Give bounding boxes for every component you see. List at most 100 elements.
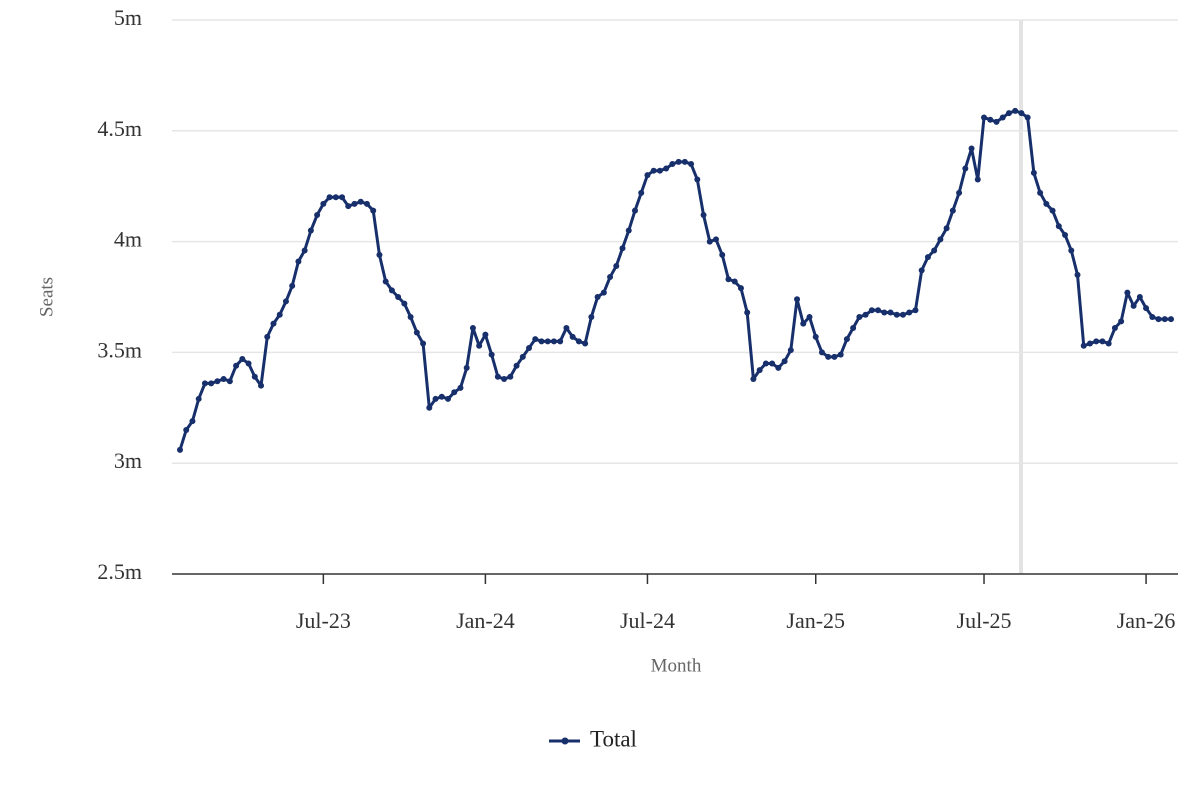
data-point [469, 325, 476, 332]
data-point [962, 165, 969, 172]
legend-label: Total [590, 726, 637, 751]
data-point [731, 278, 738, 285]
data-point [924, 254, 931, 261]
data-point [588, 313, 595, 320]
data-point [725, 276, 732, 283]
data-point [1168, 316, 1174, 323]
data-point [750, 375, 757, 382]
data-point [993, 118, 1000, 125]
data-point [737, 285, 744, 292]
data-point [974, 176, 981, 183]
data-point [631, 207, 638, 214]
data-point [488, 351, 495, 358]
y-tick-label: 2.5m [97, 559, 142, 584]
data-point [981, 114, 988, 121]
data-point [868, 307, 875, 314]
data-point [1161, 316, 1168, 323]
y-tick-label: 3.5m [97, 337, 142, 362]
series-line [178, 109, 1171, 451]
data-point [201, 380, 208, 387]
data-point [1130, 302, 1137, 309]
data-point [544, 338, 551, 345]
data-point [438, 393, 445, 400]
data-point [744, 309, 751, 316]
data-point [694, 176, 701, 183]
data-point [1136, 294, 1143, 300]
x-tick-label: Jan-26 [1117, 608, 1176, 633]
data-point [762, 360, 769, 367]
data-point [388, 287, 395, 294]
data-point [769, 360, 776, 367]
y-tick-label: 4m [114, 227, 142, 252]
data-point [794, 296, 801, 303]
data-point [339, 194, 346, 201]
data-point [875, 307, 882, 314]
data-point [1155, 316, 1162, 323]
data-point [837, 351, 844, 358]
data-point [314, 212, 321, 219]
data-point [650, 167, 657, 174]
data-point [943, 225, 950, 232]
data-point [258, 382, 265, 389]
data-point [937, 236, 944, 243]
data-point [239, 356, 246, 363]
data-point [600, 289, 607, 296]
data-point [445, 395, 452, 402]
data-point [1024, 114, 1031, 121]
data-point [351, 200, 358, 207]
x-axis-title: Month [651, 655, 702, 676]
data-point [999, 114, 1006, 121]
data-point [899, 311, 906, 318]
data-point [669, 161, 676, 168]
x-tick-label: Jan-25 [786, 608, 845, 633]
data-point [663, 165, 670, 172]
data-point [563, 325, 570, 332]
data-point [557, 338, 564, 345]
legend-marker [561, 737, 569, 745]
data-point [451, 389, 458, 396]
data-point [706, 238, 713, 245]
data-point [220, 375, 227, 382]
data-point [949, 207, 956, 214]
data-point [1055, 223, 1062, 230]
data-point [457, 384, 464, 391]
data-point [1030, 169, 1037, 176]
data-point [401, 300, 408, 307]
data-point [1080, 342, 1087, 349]
data-point [264, 333, 271, 340]
data-point [625, 227, 632, 234]
data-point [781, 358, 788, 365]
data-point [912, 307, 919, 314]
data-point [345, 203, 352, 210]
data-point [800, 320, 807, 327]
data-point [532, 336, 539, 343]
data-point [1074, 271, 1081, 278]
data-point [700, 212, 707, 219]
data-point [931, 247, 938, 254]
data-point [1049, 207, 1056, 214]
data-point [887, 309, 894, 316]
data-point [432, 395, 439, 402]
data-point [688, 161, 695, 168]
data-point [1018, 110, 1025, 117]
data-point [1099, 338, 1106, 345]
data-point [226, 378, 233, 385]
data-point [675, 158, 682, 165]
data-point [463, 364, 470, 371]
data-point [818, 349, 825, 356]
x-tick-label: Jan-24 [456, 608, 515, 633]
data-point [494, 373, 501, 380]
data-point [513, 362, 520, 369]
data-point [382, 278, 389, 285]
data-point [719, 251, 726, 258]
data-point [276, 311, 283, 318]
data-point [775, 364, 782, 371]
data-point [370, 207, 377, 214]
data-point [407, 313, 414, 320]
data-point [233, 362, 240, 369]
data-point [289, 282, 296, 289]
y-tick-label: 5m [114, 5, 142, 30]
data-point [613, 262, 620, 269]
